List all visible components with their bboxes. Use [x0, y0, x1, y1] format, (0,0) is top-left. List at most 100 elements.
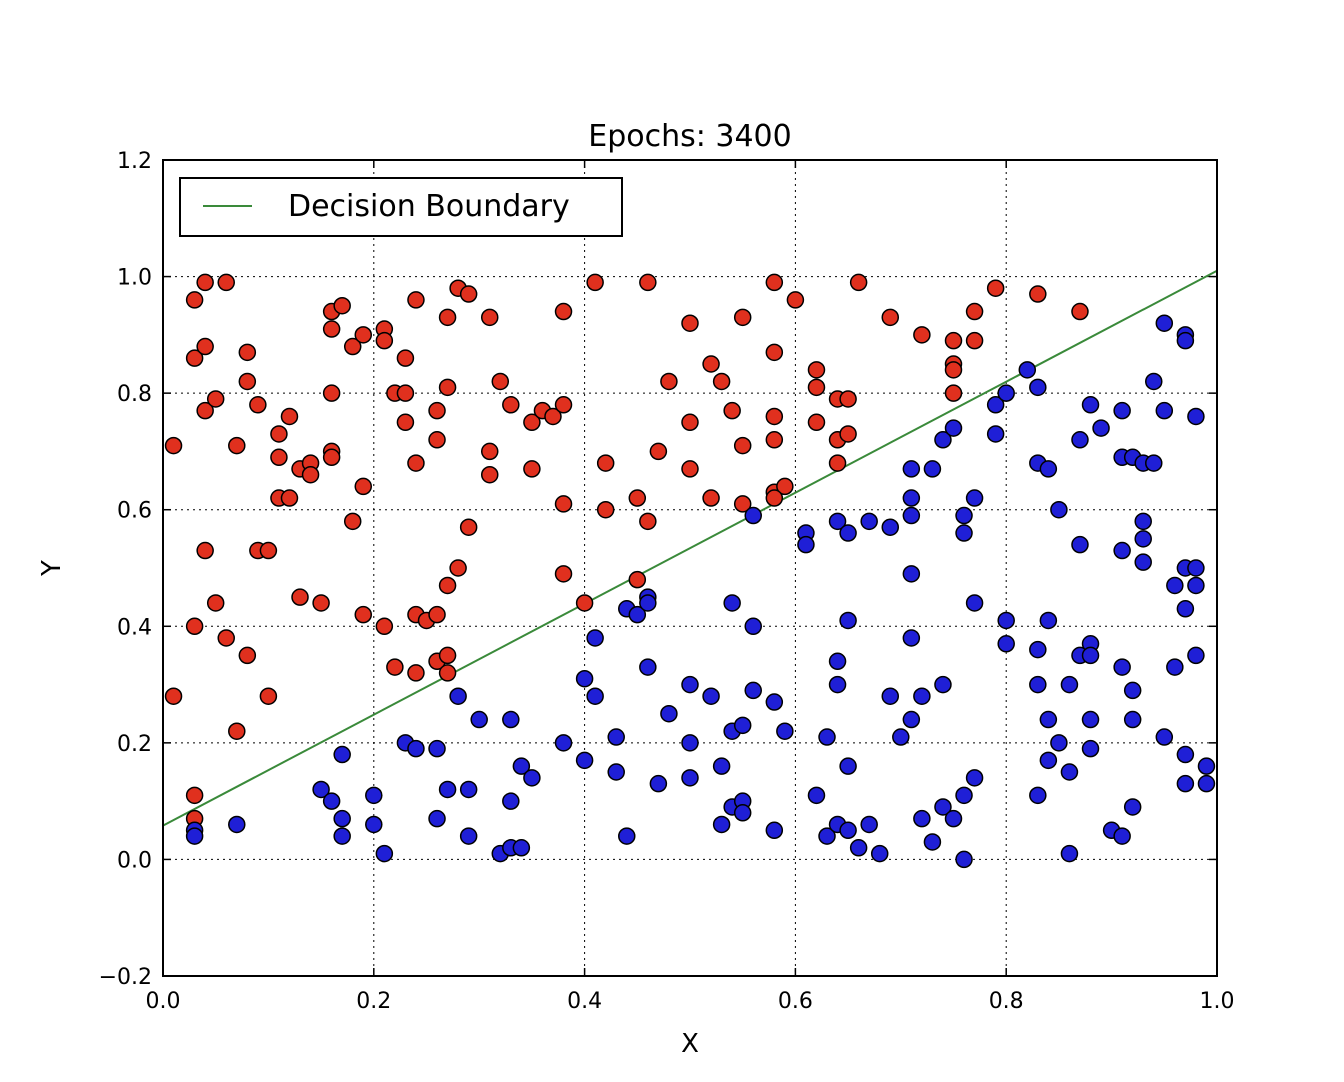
red-data-point [544, 407, 562, 426]
blue-data-point [639, 594, 657, 612]
blue-data-point [1039, 710, 1058, 729]
blue-data-point [649, 774, 668, 793]
blue-data-point [459, 827, 478, 845]
blue-data-point [828, 512, 847, 531]
red-data-point [944, 361, 963, 379]
blue-data-point [459, 780, 478, 799]
blue-data-point [744, 506, 762, 525]
blue-data-point [228, 815, 246, 834]
blue-data-point [512, 757, 531, 775]
red-data-point [407, 454, 425, 472]
red-data-point [428, 431, 446, 449]
red-data-point [354, 326, 373, 344]
red-data-point [249, 396, 267, 414]
red-data-point [733, 308, 752, 327]
red-data-point [639, 512, 657, 531]
red-data-point [660, 372, 678, 391]
red-data-point [438, 664, 457, 682]
red-data-point [164, 687, 183, 705]
red-data-point [238, 343, 257, 362]
red-data-point [206, 594, 225, 612]
red-data-point [312, 594, 330, 612]
blue-data-point [902, 506, 921, 525]
y-tick-label: 1.0 [117, 266, 152, 291]
blue-data-point [1029, 378, 1047, 397]
red-data-point [913, 326, 931, 344]
blue-data-point [502, 710, 520, 729]
decision-boundary-line [162, 269, 1218, 827]
blue-data-point [1134, 512, 1152, 531]
red-data-point [596, 500, 615, 519]
red-data-point [196, 401, 214, 420]
blue-data-point [997, 384, 1015, 402]
plot-area [163, 160, 1217, 976]
chart-title: Epochs: 3400 [588, 119, 791, 154]
blue-data-point [1018, 361, 1037, 379]
red-data-point [733, 495, 752, 513]
red-data-point [586, 273, 604, 292]
red-data-point [396, 413, 415, 432]
blue-data-point [776, 722, 794, 740]
blue-data-point [1176, 745, 1195, 764]
red-data-point [965, 331, 984, 350]
blue-data-point [1081, 396, 1100, 414]
red-data-point [196, 337, 214, 356]
blue-data-point [1123, 798, 1142, 816]
blue-data-point [997, 611, 1015, 630]
blue-data-point [407, 739, 425, 758]
red-data-point [702, 355, 720, 373]
blue-data-point [1060, 844, 1079, 863]
blue-data-point [828, 652, 847, 671]
red-data-point [1029, 285, 1047, 303]
blue-data-point [1166, 658, 1184, 676]
blue-data-point [892, 728, 910, 746]
red-data-point [407, 291, 425, 309]
y-tick-label: 0.2 [117, 732, 152, 757]
red-data-point [965, 302, 984, 321]
blue-data-point [839, 611, 857, 630]
blue-data-point [934, 675, 952, 694]
blue-data-point [502, 792, 520, 810]
grid-lines [163, 160, 1217, 976]
blue-data-point [1176, 331, 1195, 350]
blue-data-point [881, 687, 900, 705]
red-data-point [396, 384, 415, 402]
red-data-point [322, 320, 341, 338]
red-data-point [280, 407, 299, 426]
blue-data-point [428, 809, 446, 828]
blue-data-point [1134, 553, 1152, 571]
blue-data-point [1113, 827, 1131, 845]
blue-data-point [1113, 541, 1131, 560]
y-tick-label: 0.0 [117, 848, 152, 873]
red-data-point [438, 646, 457, 665]
blue-data-point [965, 594, 984, 612]
red-data-point [628, 570, 647, 589]
blue-data-point [1155, 314, 1174, 332]
blue-data-point [1060, 675, 1079, 694]
blue-data-point [1197, 774, 1216, 793]
red-data-point [438, 378, 457, 397]
x-tick-label: 0.2 [356, 989, 391, 1014]
blue-data-point [849, 839, 868, 857]
blue-data-point [1155, 728, 1174, 746]
blue-data-point [839, 821, 857, 840]
red-data-point [396, 349, 415, 367]
red-data-point [375, 617, 394, 636]
blue-data-point [860, 512, 878, 531]
blue-data-point [333, 827, 351, 845]
red-data-point [438, 576, 457, 595]
x-tick-label: 0.6 [778, 989, 813, 1014]
red-data-point [681, 314, 699, 332]
blue-data-point [965, 769, 984, 787]
y-tick-labels: −0.2 0.0 0.2 0.4 0.6 0.8 1.0 1.2 [99, 149, 152, 990]
red-data-point [375, 331, 394, 350]
red-data-point [776, 477, 794, 496]
red-data-point [807, 413, 826, 432]
red-data-point [786, 291, 805, 309]
red-data-point [185, 291, 204, 309]
blue-data-point [1029, 640, 1047, 659]
blue-data-point [1029, 675, 1047, 694]
blue-data-point [1113, 658, 1131, 676]
red-data-point [428, 401, 446, 420]
